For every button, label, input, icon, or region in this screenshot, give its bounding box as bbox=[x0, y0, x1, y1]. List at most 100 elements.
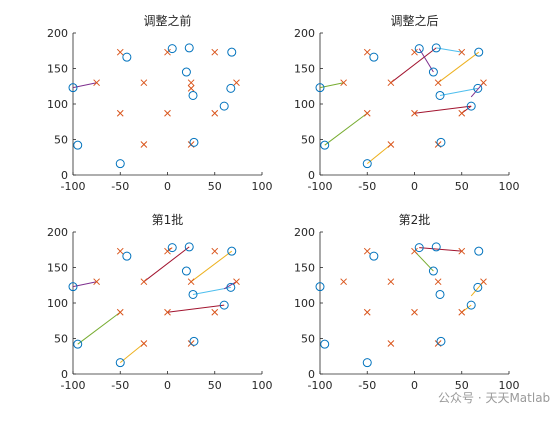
y-tick-label: 0 bbox=[308, 169, 315, 182]
agent-marker-circle bbox=[181, 266, 191, 276]
task-marker-x bbox=[363, 48, 371, 56]
agent-marker-circle bbox=[362, 358, 372, 368]
task-marker-x bbox=[211, 247, 219, 255]
x-tick-label: -50 bbox=[358, 379, 376, 392]
x-tick-label: 0 bbox=[164, 379, 171, 392]
task-marker-x bbox=[340, 79, 347, 87]
assignment-line bbox=[143, 246, 190, 283]
agent-marker-circle bbox=[68, 83, 78, 93]
y-tick-label: 50 bbox=[54, 333, 68, 346]
task-marker-x bbox=[140, 340, 148, 347]
agent-marker-circle bbox=[369, 52, 379, 62]
x-tick-label: -50 bbox=[111, 180, 129, 193]
assignment-line bbox=[119, 343, 145, 364]
task-marker-x bbox=[164, 308, 171, 316]
agent-marker-circle bbox=[435, 289, 445, 299]
x-tick-label: 50 bbox=[208, 180, 222, 193]
agent-marker-circle bbox=[428, 266, 438, 276]
agent-marker-circle bbox=[167, 44, 177, 54]
y-tick-label: 150 bbox=[47, 63, 68, 76]
x-tick-label: 50 bbox=[455, 379, 469, 392]
x-tick-label: 100 bbox=[499, 180, 520, 193]
task-marker-x bbox=[458, 48, 466, 56]
agent-marker-circle bbox=[181, 67, 191, 77]
chart-panel-3: 第1批 -100 -50 0 50 100 0 50 100 150 200 bbox=[47, 212, 273, 392]
assignment-line bbox=[414, 105, 472, 114]
agent-marker-circle bbox=[428, 67, 438, 77]
assignment-line bbox=[77, 311, 121, 345]
agent-marker-circle bbox=[189, 336, 199, 346]
task-marker-x bbox=[116, 308, 124, 316]
task-marker-x bbox=[411, 308, 418, 316]
y-tick-label: 100 bbox=[47, 297, 68, 310]
assignment-line bbox=[419, 247, 462, 252]
y-tick-label: 50 bbox=[301, 134, 315, 147]
x-tick-label: -50 bbox=[358, 180, 376, 193]
agent-marker-circle bbox=[369, 251, 379, 261]
task-marker-x bbox=[233, 79, 240, 87]
agent-marker-circle bbox=[320, 140, 330, 150]
y-tick-label: 150 bbox=[294, 63, 315, 76]
task-marker-x bbox=[387, 141, 395, 148]
agent-marker-circle bbox=[473, 282, 483, 292]
agent-marker-circle bbox=[362, 159, 372, 169]
assignment-line bbox=[418, 48, 434, 73]
y-tick-label: 0 bbox=[61, 169, 68, 182]
assignment-line bbox=[366, 144, 392, 165]
y-tick-label: 200 bbox=[294, 27, 315, 40]
agent-marker-circle bbox=[466, 101, 476, 111]
agent-marker-circle bbox=[435, 90, 445, 100]
agent-marker-circle bbox=[315, 83, 325, 93]
task-marker-x bbox=[363, 247, 371, 255]
agent-marker-circle bbox=[414, 243, 424, 253]
y-tick-label: 200 bbox=[47, 226, 68, 239]
task-marker-x bbox=[411, 48, 418, 56]
agent-marker-circle bbox=[73, 339, 83, 349]
x-tick-label: -50 bbox=[111, 379, 129, 392]
agent-marker-circle bbox=[315, 282, 325, 292]
x-tick-label: 0 bbox=[164, 180, 171, 193]
agent-marker-circle bbox=[320, 339, 330, 349]
agent-marker-circle bbox=[474, 47, 484, 57]
watermark-text: 公众号 · 天天Matlab bbox=[438, 391, 551, 405]
agent-marker-circle bbox=[436, 336, 446, 346]
y-tick-label: 100 bbox=[294, 297, 315, 310]
assignment-line bbox=[414, 250, 434, 272]
chart-title: 调整之前 bbox=[143, 13, 191, 28]
y-tick-label: 0 bbox=[308, 368, 315, 381]
agent-marker-circle bbox=[414, 44, 424, 54]
task-marker-x bbox=[164, 109, 171, 117]
assignment-line bbox=[190, 250, 233, 283]
task-marker-x bbox=[211, 308, 219, 316]
x-tick-label: -100 bbox=[308, 379, 333, 392]
task-marker-x bbox=[434, 79, 442, 87]
task-marker-x bbox=[434, 278, 442, 286]
agent-marker-circle bbox=[226, 83, 236, 93]
x-tick-label: 0 bbox=[411, 379, 418, 392]
task-marker-x bbox=[116, 48, 124, 56]
assignment-line bbox=[439, 87, 478, 96]
assignment-line bbox=[437, 51, 480, 84]
task-marker-x bbox=[458, 308, 466, 316]
agent-marker-circle bbox=[219, 300, 229, 310]
x-tick-label: 50 bbox=[455, 180, 469, 193]
task-marker-x bbox=[93, 79, 100, 87]
y-tick-label: 100 bbox=[47, 98, 68, 111]
agent-marker-circle bbox=[189, 137, 199, 147]
task-marker-x bbox=[187, 79, 195, 87]
assignment-line bbox=[324, 112, 368, 146]
agent-marker-circle bbox=[184, 242, 194, 252]
task-marker-x bbox=[387, 278, 395, 286]
agent-marker-circle bbox=[431, 43, 441, 53]
agent-marker-circle bbox=[226, 282, 236, 292]
x-tick-label: 50 bbox=[208, 379, 222, 392]
x-tick-label: 100 bbox=[499, 379, 520, 392]
y-tick-label: 0 bbox=[61, 368, 68, 381]
chart-title: 第1批 bbox=[152, 212, 184, 227]
agent-marker-circle bbox=[227, 47, 237, 57]
agent-marker-circle bbox=[122, 251, 132, 261]
y-tick-label: 150 bbox=[294, 262, 315, 275]
assignment-line bbox=[167, 304, 225, 313]
task-marker-x bbox=[140, 278, 148, 286]
